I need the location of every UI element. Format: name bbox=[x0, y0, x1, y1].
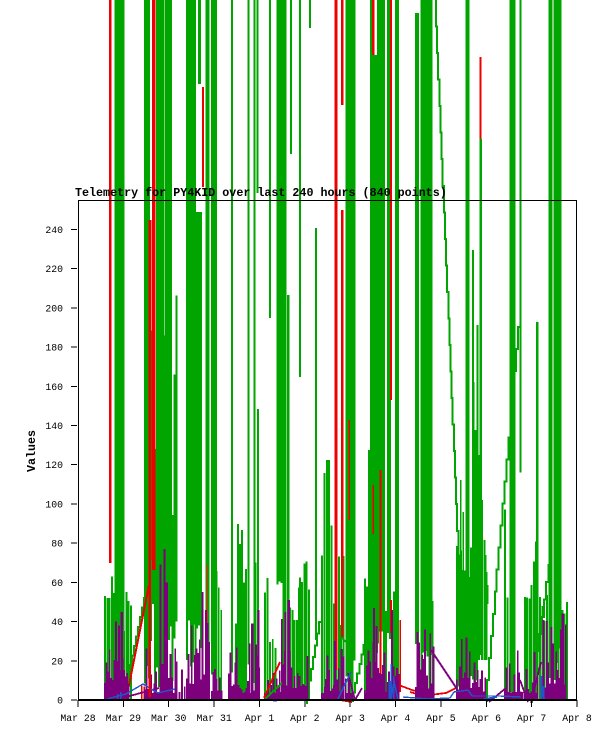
svg-text:40: 40 bbox=[51, 617, 63, 628]
svg-text:Telemetry for PY4KID over last: Telemetry for PY4KID over last 240 hours… bbox=[75, 186, 447, 200]
svg-text:Apr 2: Apr 2 bbox=[290, 713, 320, 724]
svg-text:Apr 3: Apr 3 bbox=[335, 713, 365, 724]
svg-text:Apr 5: Apr 5 bbox=[426, 713, 456, 724]
svg-text:220: 220 bbox=[45, 264, 63, 275]
svg-text:Apr 6: Apr 6 bbox=[472, 713, 502, 724]
svg-text:Apr 7: Apr 7 bbox=[517, 713, 547, 724]
svg-text:160: 160 bbox=[45, 382, 63, 393]
svg-text:Apr 1: Apr 1 bbox=[245, 713, 275, 724]
svg-text:Apr 8: Apr 8 bbox=[562, 713, 592, 724]
svg-text:180: 180 bbox=[45, 343, 63, 354]
svg-text:100: 100 bbox=[45, 499, 63, 510]
svg-text:240: 240 bbox=[45, 225, 63, 236]
svg-text:60: 60 bbox=[51, 578, 63, 589]
svg-text:Mar 29: Mar 29 bbox=[106, 713, 141, 724]
svg-text:Mar 31: Mar 31 bbox=[196, 713, 231, 724]
svg-text:200: 200 bbox=[45, 303, 63, 314]
svg-text:0: 0 bbox=[57, 696, 63, 707]
svg-text:Mar 28: Mar 28 bbox=[60, 713, 95, 724]
svg-text:Apr 4: Apr 4 bbox=[381, 713, 411, 724]
svg-text:Values: Values bbox=[25, 430, 39, 472]
svg-text:140: 140 bbox=[45, 421, 63, 432]
svg-text:Mar 30: Mar 30 bbox=[151, 713, 186, 724]
svg-text:80: 80 bbox=[51, 539, 63, 550]
svg-text:20: 20 bbox=[51, 656, 63, 667]
svg-text:120: 120 bbox=[45, 460, 63, 471]
